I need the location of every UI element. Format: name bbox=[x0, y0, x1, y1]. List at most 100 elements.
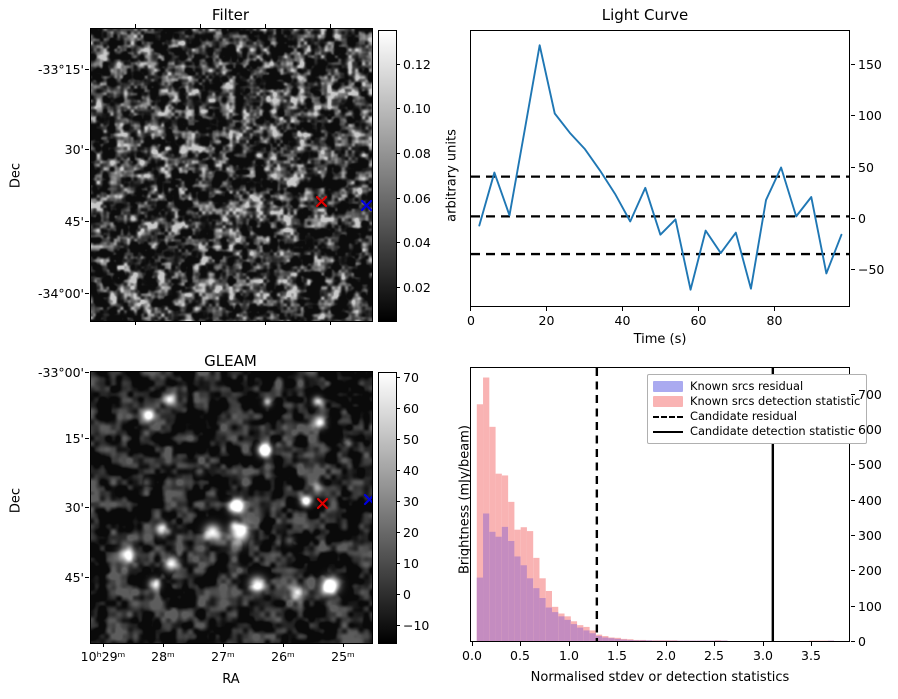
light-curve-svg bbox=[471, 44, 849, 291]
hist-xtickmark-0 bbox=[472, 642, 473, 646]
legend-entry-known-srcs-residual: Known srcs residual bbox=[653, 379, 860, 394]
filter-ytickmark-1 bbox=[85, 149, 89, 150]
gleam-ytick-1: 15' bbox=[64, 431, 84, 446]
hist-xlabel: Normalised stdev or detection statistics bbox=[530, 670, 790, 685]
hist-ytickmark-1 bbox=[851, 429, 855, 430]
filter-cblabel-0: 0.12 bbox=[403, 57, 431, 72]
lc-ytick-0: 150 bbox=[858, 57, 882, 72]
hist-xtickmark-2 bbox=[569, 642, 570, 646]
hist-ytickmark-4 bbox=[851, 535, 855, 536]
gleam-xtickmark-1 bbox=[163, 643, 164, 647]
filter-cblabel-2: 0.08 bbox=[403, 146, 431, 161]
gleam-sky-image bbox=[90, 371, 373, 644]
gleam-cbtick-5 bbox=[396, 532, 400, 533]
hist-xtick-4: 2.0 bbox=[656, 648, 676, 663]
gleam-xtickmark-4 bbox=[343, 643, 344, 647]
gleam-ytickmark-2 bbox=[85, 507, 89, 508]
legend-dashed-line-icon bbox=[653, 411, 683, 422]
histogram-bars bbox=[476, 377, 835, 641]
lc-ytickmark-1 bbox=[851, 115, 855, 116]
gleam-cbtick-7 bbox=[396, 594, 400, 595]
gleam-ytickmark-3 bbox=[85, 577, 89, 578]
gleam-cblabel-1: 60 bbox=[403, 401, 419, 416]
gleam-cblabel-5: 20 bbox=[403, 525, 419, 540]
hist-xtickmark-3 bbox=[617, 642, 618, 646]
gleam-cblabel-7: 0 bbox=[403, 587, 411, 602]
gleam-cblabel-8: −10 bbox=[403, 618, 430, 633]
gleam-cbtick-2 bbox=[396, 439, 400, 440]
gleam-ytick-2: 30' bbox=[64, 500, 84, 515]
hist-ytickmark-5 bbox=[851, 570, 855, 571]
light-curve-line bbox=[478, 44, 843, 291]
lc-ytickmark-2 bbox=[851, 167, 855, 168]
gleam-xtick-2: 27ᵐ bbox=[211, 649, 235, 664]
hist-ytick-0: 700 bbox=[858, 387, 882, 402]
hist-xtick-6: 3.0 bbox=[753, 648, 773, 663]
gleam-cblabel-4: 30 bbox=[403, 494, 419, 509]
hist-xtick-1: 0.5 bbox=[510, 648, 530, 663]
histogram-bar-overlap bbox=[520, 565, 527, 641]
gleam-xtick-3: 26ᵐ bbox=[271, 649, 295, 664]
filter-cblabel-3: 0.06 bbox=[403, 191, 431, 206]
filter-ytick-1: 30' bbox=[64, 142, 84, 157]
gleam-cbtick-6 bbox=[396, 563, 400, 564]
gleam-xtickmark-2 bbox=[223, 643, 224, 647]
lc-xtickmark-1 bbox=[546, 307, 547, 311]
histogram-bar-overlap bbox=[476, 577, 484, 641]
gleam-cbtick-8 bbox=[396, 625, 400, 626]
hist-ytickmark-6 bbox=[851, 606, 855, 607]
filter-cbtick-3 bbox=[396, 198, 400, 199]
filter-cbtick-0 bbox=[396, 64, 400, 65]
lc-xtickmark-0 bbox=[470, 307, 471, 311]
gleam-xtickmark-0 bbox=[103, 643, 104, 647]
gleam-cblabel-2: 50 bbox=[403, 432, 419, 447]
hist-xtickmark-4 bbox=[666, 642, 667, 646]
lc-xtick-0: 0 bbox=[467, 313, 475, 328]
hist-xtick-7: 3.5 bbox=[801, 648, 821, 663]
histogram-bar-overlap bbox=[533, 588, 540, 641]
lc-xtickmark-4 bbox=[774, 307, 775, 311]
histogram-bar-upper bbox=[483, 377, 490, 641]
histogram-bar-overlap bbox=[608, 638, 615, 641]
lc-xtick-1: 20 bbox=[538, 313, 555, 328]
hist-xtick-3: 1.5 bbox=[607, 648, 627, 663]
histogram-bar-overlap bbox=[602, 637, 609, 641]
hist-ytick-6: 100 bbox=[858, 599, 882, 614]
gleam-xtick-4: 25ᵐ bbox=[331, 649, 355, 664]
hist-ytickmark-0 bbox=[851, 394, 855, 395]
histogram-bar-overlap bbox=[595, 636, 603, 641]
gleam-colorbar bbox=[378, 372, 397, 644]
filter-xtickmark-bot-2 bbox=[265, 321, 266, 325]
gleam-xlabel: RA bbox=[222, 672, 240, 687]
histogram-bar-overlap bbox=[620, 639, 628, 641]
filter-ytick-0: -33°15' bbox=[37, 62, 84, 77]
hist-xtickmark-7 bbox=[811, 642, 812, 646]
lc-ytick-4: −50 bbox=[858, 262, 885, 277]
hist-xtickmark-1 bbox=[520, 642, 521, 646]
gleam-cblabel-6: 10 bbox=[403, 556, 419, 571]
histogram-bar-overlap bbox=[483, 513, 490, 641]
lc-ytick-3: 0 bbox=[858, 211, 866, 226]
histogram-bar-overlap bbox=[495, 536, 502, 641]
lc-ytickmark-3 bbox=[851, 218, 855, 219]
lc-xtick-4: 80 bbox=[766, 313, 783, 328]
gleam-cbtick-3 bbox=[396, 470, 400, 471]
filter-colorbar bbox=[378, 30, 397, 322]
gleam-ytick-3: 45' bbox=[64, 570, 84, 585]
legend-label-1: Known srcs detection statistic bbox=[690, 394, 861, 409]
lc-xtick-2: 40 bbox=[614, 313, 631, 328]
legend-solid-line-icon bbox=[653, 426, 683, 437]
filter-cbtick-2 bbox=[396, 153, 400, 154]
gleam-ytickmark-0 bbox=[85, 372, 89, 373]
hist-ytick-4: 300 bbox=[858, 528, 882, 543]
lc-ytick-1: 100 bbox=[858, 108, 882, 123]
filter-cblabel-4: 0.04 bbox=[403, 235, 431, 250]
filter-sky-image bbox=[90, 28, 373, 322]
gleam-xtick-1: 28ᵐ bbox=[151, 649, 175, 664]
hist-ytickmark-2 bbox=[851, 464, 855, 465]
histogram-bar-overlap bbox=[501, 526, 509, 641]
lc-ytickmark-4 bbox=[851, 269, 855, 270]
filter-ytickmark-2 bbox=[85, 221, 89, 222]
histogram-bar-overlap bbox=[526, 578, 534, 641]
histogram-bar-overlap bbox=[589, 633, 596, 641]
